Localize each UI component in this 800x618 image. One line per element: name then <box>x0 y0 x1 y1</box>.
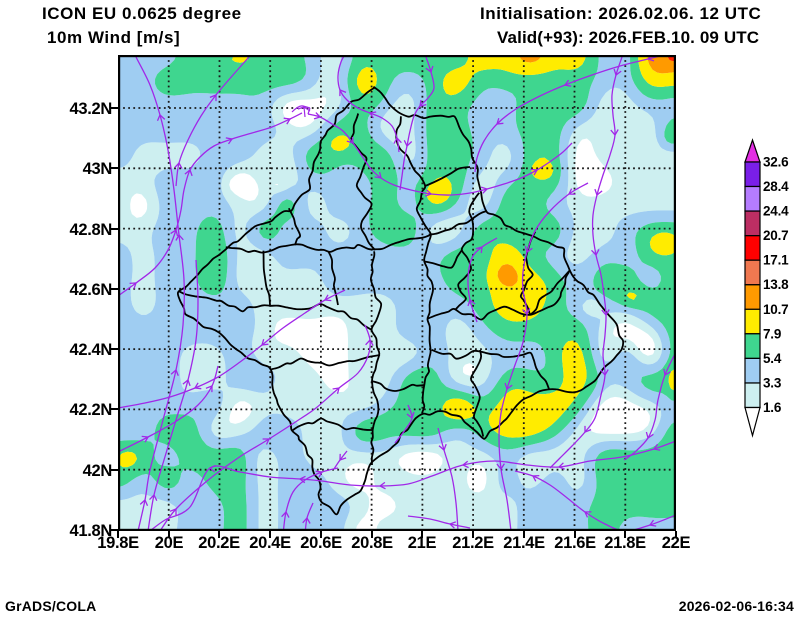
svg-text:17.1: 17.1 <box>763 253 789 268</box>
svg-text:5.4: 5.4 <box>763 351 782 366</box>
svg-text:32.6: 32.6 <box>763 155 789 170</box>
svg-text:10.7: 10.7 <box>763 302 788 317</box>
svg-text:1.6: 1.6 <box>763 400 782 415</box>
svg-text:13.8: 13.8 <box>763 277 789 292</box>
svg-text:7.9: 7.9 <box>763 326 781 341</box>
svg-text:28.4: 28.4 <box>763 179 789 194</box>
svg-text:24.4: 24.4 <box>763 204 789 219</box>
svg-text:20.7: 20.7 <box>763 228 788 243</box>
svg-text:3.3: 3.3 <box>763 376 782 391</box>
